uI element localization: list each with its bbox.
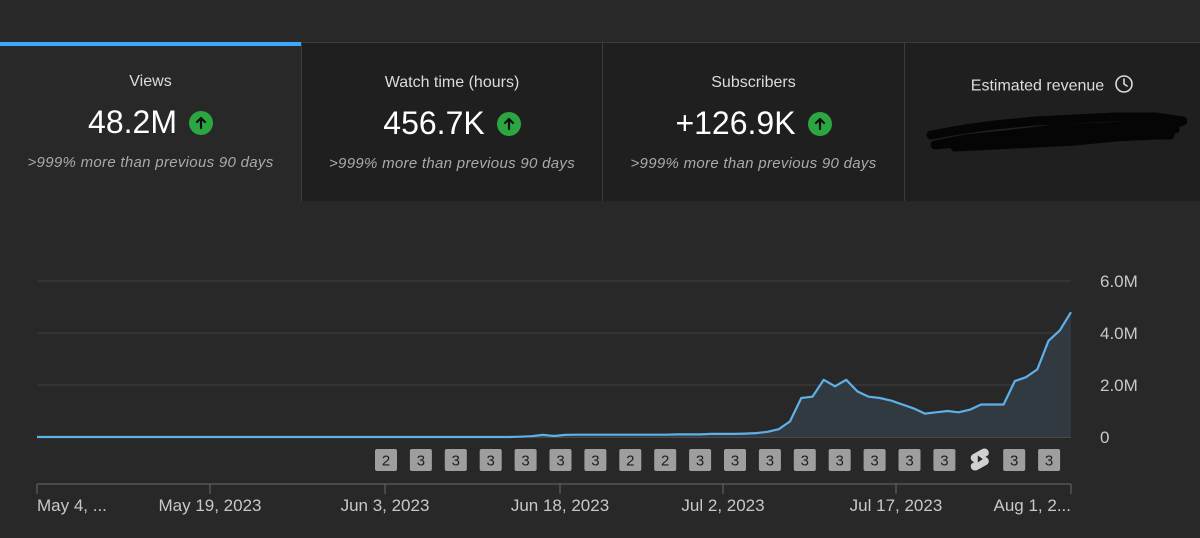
annotation-marker[interactable] [514, 449, 537, 471]
annotation-marker[interactable] [828, 449, 851, 471]
metric-label: Subscribers [711, 74, 796, 91]
arrow-up-icon [807, 111, 832, 136]
views-chart: 6.0M 4.0M 2.0M 0 2 3 3 3 3 3 3 2 2 3 3 3 3 3 3 3 3 3 3 May 4, .… [0, 201, 1200, 538]
x-tick-label: May 4, ... [37, 496, 107, 515]
annotation-marker[interactable] [1003, 449, 1026, 471]
metric-card-views[interactable]: Views 48.2M >999% more than previous 90 … [0, 42, 302, 201]
annotation-count[interactable]: 3 [801, 453, 809, 470]
y-tick-label: 0 [1100, 428, 1109, 447]
series-line-views [37, 311, 1072, 439]
annotation-count[interactable]: 3 [1010, 453, 1018, 470]
metric-card-watch-time[interactable]: Watch time (hours) 456.7K >999% more tha… [302, 42, 603, 201]
metric-card-revenue[interactable]: Estimated revenue [905, 42, 1200, 201]
annotation-count[interactable]: 3 [731, 453, 739, 470]
annotation-marker[interactable] [549, 449, 572, 471]
metric-value-row: 48.2M [0, 104, 301, 141]
metric-comparison: >999% more than previous 90 days [630, 155, 877, 172]
annotation-count[interactable]: 3 [591, 453, 599, 470]
annotation-marker[interactable] [479, 449, 502, 471]
top-strip [0, 0, 1200, 42]
annotation-marker[interactable] [793, 449, 816, 471]
annotation-count[interactable]: 3 [521, 453, 529, 470]
metric-comparison: >999% more than previous 90 days [329, 155, 575, 172]
metric-label: Views [129, 73, 172, 90]
annotation-count[interactable]: 3 [836, 453, 844, 470]
annotation-count[interactable]: 3 [487, 453, 495, 470]
annotation-count[interactable]: 3 [940, 453, 948, 470]
selected-tab-indicator [0, 42, 301, 46]
metric-value: 48.2M [88, 104, 177, 140]
redacted-value-scribble [926, 112, 1187, 152]
annotation-count[interactable]: 3 [1045, 453, 1053, 470]
annotation-marker[interactable] [863, 449, 886, 471]
y-tick-label: 4.0M [1100, 324, 1138, 343]
annotation-marker[interactable] [409, 449, 432, 471]
x-tick-label: Jul 17, 2023 [850, 496, 943, 515]
annotation-count[interactable]: 3 [417, 453, 425, 470]
arrow-up-icon [188, 110, 213, 135]
metric-card-subscribers[interactable]: Subscribers +126.9K >999% more than prev… [603, 42, 905, 201]
metric-label: Watch time (hours) [384, 74, 520, 91]
annotation-count[interactable]: 3 [696, 453, 704, 470]
annotation-count[interactable]: 3 [870, 453, 878, 470]
chart-svg: 6.0M 4.0M 2.0M 0 2 3 3 3 3 3 3 2 2 3 3 3 3 3 3 3 3 3 3 May 4, .… [36, 272, 1138, 515]
annotation-marker[interactable] [375, 449, 397, 471]
annotation-count[interactable]: 3 [905, 453, 913, 470]
series-area [37, 312, 1071, 437]
x-tick-label: Aug 1, 2... [994, 496, 1072, 515]
arrow-up-icon [496, 111, 521, 136]
annotation-count[interactable]: 3 [556, 453, 564, 470]
annotation-count[interactable]: 2 [626, 453, 634, 470]
annotation-count[interactable]: 3 [452, 453, 460, 470]
metric-value-row: +126.9K [603, 105, 904, 142]
metric-value: +126.9K [675, 105, 796, 141]
annotation-marker[interactable] [898, 449, 921, 471]
metric-comparison: >999% more than previous 90 days [27, 154, 274, 171]
annotation-marker[interactable] [689, 449, 712, 471]
x-tick-label: Jun 3, 2023 [341, 496, 430, 515]
annotation-marker[interactable] [584, 449, 607, 471]
metric-label: Estimated revenue [905, 74, 1200, 99]
annotation-marker[interactable] [758, 449, 781, 471]
annotation-count[interactable]: 3 [766, 453, 774, 470]
annotation-marker[interactable] [933, 449, 956, 471]
annotation-count[interactable]: 2 [382, 453, 390, 470]
annotation-marker[interactable] [654, 449, 677, 471]
annotation-marker[interactable] [619, 449, 642, 471]
metric-cards: Views 48.2M >999% more than previous 90 … [0, 42, 1200, 201]
metric-value-row: 456.7K [302, 105, 602, 142]
clock-icon[interactable] [1114, 74, 1134, 99]
annotation-marker[interactable] [1038, 449, 1061, 471]
annotation-marker[interactable] [724, 449, 746, 471]
x-tick-label: May 19, 2023 [158, 496, 261, 515]
metric-value: 456.7K [383, 105, 485, 141]
y-tick-label: 2.0M [1100, 376, 1138, 395]
annotation-count[interactable]: 2 [661, 453, 669, 470]
x-tick-label: Jul 2, 2023 [681, 496, 764, 515]
x-tick-label: Jun 18, 2023 [511, 496, 609, 515]
metric-label-text: Estimated revenue [970, 77, 1105, 95]
y-tick-label: 6.0M [1100, 272, 1138, 291]
annotation-marker[interactable] [444, 449, 467, 471]
shorts-icon[interactable] [970, 448, 989, 471]
